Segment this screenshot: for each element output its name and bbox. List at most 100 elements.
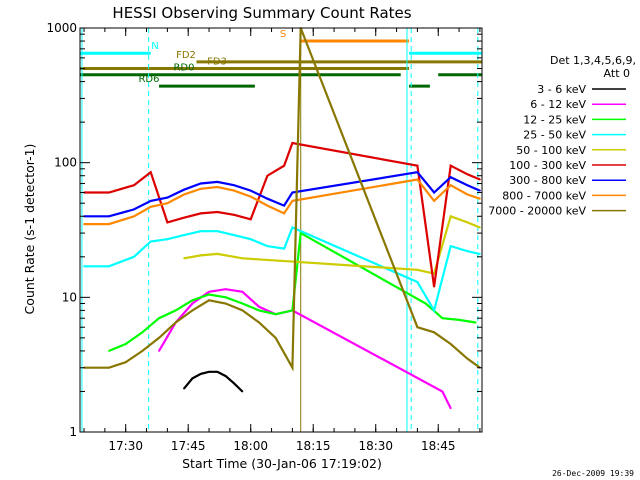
flag-label-s: S [280, 29, 286, 40]
data-point [424, 302, 427, 305]
x-tick-label: 18:00 [233, 439, 268, 453]
data-point [166, 221, 169, 224]
data-point [149, 240, 152, 243]
data-point [216, 186, 219, 188]
data-point [208, 293, 210, 296]
data-point [241, 257, 244, 260]
vertical-markers [81, 28, 479, 432]
data-point [433, 272, 435, 275]
x-tick-label: 18:30 [358, 439, 393, 453]
flag-label-rd0: RD0 [173, 63, 194, 74]
y-tick-label: 10 [62, 290, 77, 304]
data-point [291, 200, 294, 202]
data-point [449, 176, 452, 179]
data-point [291, 226, 294, 229]
data-point [266, 245, 269, 248]
data-point [283, 247, 285, 250]
data-point [199, 254, 202, 257]
legend-entry-label: 50 - 100 keV [516, 144, 586, 157]
data-point [274, 313, 277, 316]
legend-entry-label: 7000 - 20000 keV [488, 205, 586, 218]
instrument-flags: N S FD2 FD3 RD0 RD6 [80, 29, 482, 88]
y-tick-label: 100 [54, 156, 77, 170]
data-point [183, 188, 185, 191]
data-point [283, 204, 285, 207]
x-tick-label: 17:30 [108, 439, 143, 453]
data-point [241, 290, 244, 293]
data-point [199, 230, 202, 233]
legend: Det 1,3,4,5,6,9, Att 0 3 - 6 keV 6 - 12 k… [488, 54, 636, 218]
data-point [416, 171, 419, 174]
data-point [416, 281, 419, 283]
data-point [266, 174, 269, 177]
data-point [166, 238, 169, 241]
data-point [216, 180, 219, 183]
data-point [233, 255, 235, 258]
data-point [166, 202, 169, 205]
flag-label-rd6: RD6 [138, 74, 159, 85]
y-axis-label: Count Rate (s-1 detector-1) [22, 144, 37, 315]
data-point [233, 213, 235, 216]
data-point [416, 164, 419, 167]
data-point [108, 366, 110, 369]
data-point [216, 370, 219, 373]
chart-title: HESSI Observing Summary Count Rates [112, 4, 411, 22]
data-point [466, 193, 469, 196]
data-point [466, 357, 469, 360]
data-point [449, 343, 452, 345]
series-lines [83, 27, 481, 410]
data-point [183, 193, 185, 196]
data-point [249, 195, 252, 198]
data-point [166, 196, 169, 199]
y-tick-label: 1 [69, 425, 77, 439]
legend-title: Det 1,3,4,5,6,9, [550, 54, 636, 67]
flag-label-fd2: FD2 [176, 50, 196, 61]
data-point [199, 212, 202, 215]
data-point [299, 232, 302, 234]
data-point [233, 189, 235, 192]
data-point [224, 296, 227, 299]
data-point [108, 223, 110, 225]
x-tick-label: 17:45 [171, 439, 206, 453]
data-point [141, 331, 144, 334]
data-point [433, 191, 435, 194]
data-point [479, 197, 481, 200]
data-point [274, 336, 277, 339]
data-point [183, 257, 185, 260]
data-point [233, 382, 235, 385]
data-point [466, 184, 469, 187]
data-point [441, 317, 444, 320]
data-point [174, 309, 177, 312]
data-point [433, 309, 435, 312]
y-tick-label: 1000 [46, 21, 77, 35]
data-point [208, 299, 210, 302]
legend-entry-label: 800 - 7000 keV [502, 189, 586, 202]
legend-entry-label: 300 - 800 keV [509, 174, 586, 187]
legend-entry-label: 12 - 25 keV [523, 113, 586, 126]
data-point [291, 142, 294, 144]
data-point [449, 407, 452, 410]
data-point [108, 191, 110, 194]
data-point [458, 318, 460, 321]
data-point [224, 375, 227, 378]
series-line-6 [84, 171, 481, 218]
data-point [291, 191, 294, 194]
data-point [433, 331, 435, 334]
series-line-5 [84, 141, 481, 287]
data-point [183, 387, 185, 390]
data-point [416, 268, 419, 271]
data-point [433, 285, 435, 288]
data-point [83, 223, 85, 225]
data-point [449, 164, 452, 167]
data-point [466, 221, 469, 224]
data-point [199, 187, 202, 190]
data-point [249, 238, 252, 241]
data-point [124, 361, 127, 364]
x-axis-label: Start Time (30-Jan-06 17:19:02) [182, 456, 382, 471]
data-point [191, 309, 194, 312]
data-point [183, 216, 185, 219]
data-point [433, 200, 435, 202]
series-line-4 [183, 214, 481, 275]
x-tick-label: 18:45 [421, 439, 456, 453]
data-point [158, 336, 160, 339]
